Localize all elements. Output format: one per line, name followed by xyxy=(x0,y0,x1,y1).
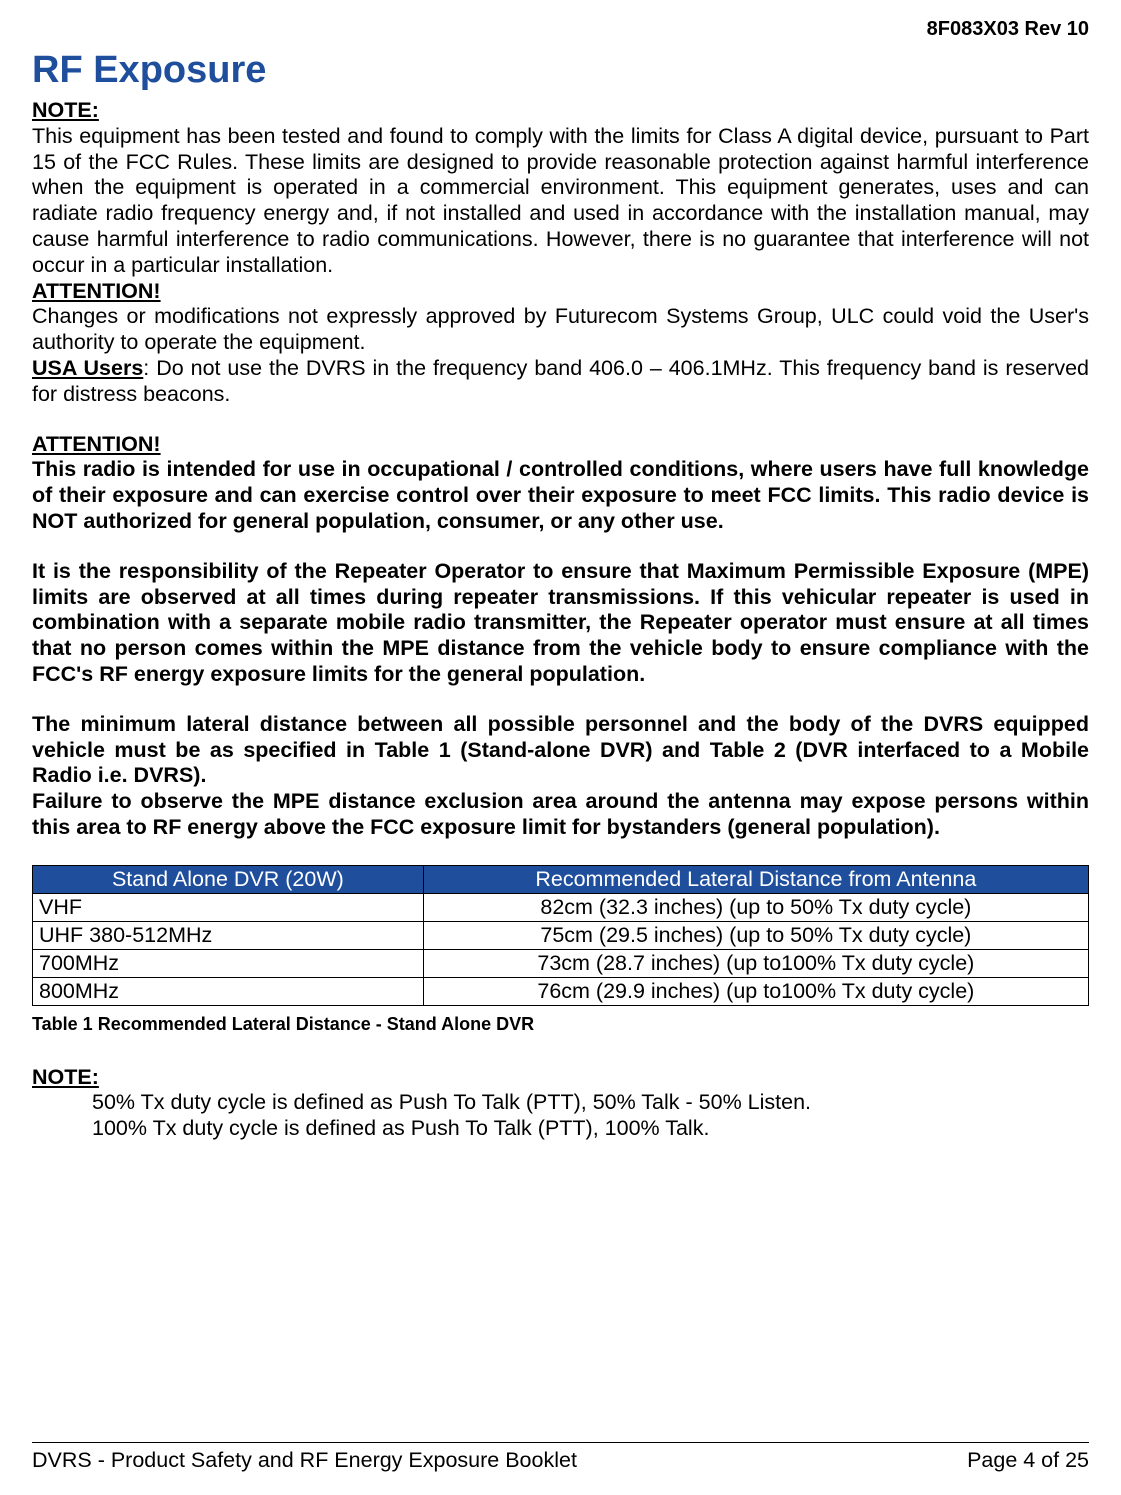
usa-users-text: : Do not use the DVRS in the frequency b… xyxy=(32,356,1089,406)
note-label-2: NOTE: xyxy=(32,1065,1089,1090)
attention-section-2: ATTENTION! This radio is intended for us… xyxy=(32,432,1089,535)
table-cell-distance: 82cm (32.3 inches) (up to 50% Tx duty cy… xyxy=(423,893,1088,921)
table-header-row: Stand Alone DVR (20W) Recommended Latera… xyxy=(33,865,1089,893)
table-cell-distance: 76cm (29.9 inches) (up to100% Tx duty cy… xyxy=(423,977,1088,1005)
attention2-paragraph-2: It is the responsibility of the Repeater… xyxy=(32,559,1089,688)
page-footer: DVRS - Product Safety and RF Energy Expo… xyxy=(32,1448,1089,1473)
footer-divider xyxy=(32,1442,1089,1443)
table-1: Stand Alone DVR (20W) Recommended Latera… xyxy=(32,865,1089,1006)
doc-reference: 8F083X03 Rev 10 xyxy=(32,18,1089,41)
note-section-1: NOTE: This equipment has been tested and… xyxy=(32,98,1089,279)
table-row: 700MHz 73cm (28.7 inches) (up to100% Tx … xyxy=(33,949,1089,977)
attention-label-1: ATTENTION! xyxy=(32,279,161,303)
table-cell-band: 800MHz xyxy=(33,977,424,1005)
attention-section-1: ATTENTION! Changes or modifications not … xyxy=(32,279,1089,356)
table-row: VHF 82cm (32.3 inches) (up to 50% Tx dut… xyxy=(33,893,1089,921)
table-1-caption: Table 1 Recommended Lateral Distance - S… xyxy=(32,1014,1089,1035)
note-label: NOTE: xyxy=(32,98,99,122)
attention2-paragraph-3: The minimum lateral distance between all… xyxy=(32,712,1089,789)
table-header-1: Stand Alone DVR (20W) xyxy=(33,865,424,893)
usa-users-section: USA Users: Do not use the DVRS in the fr… xyxy=(32,356,1089,408)
note-section-2: NOTE: 50% Tx duty cycle is defined as Pu… xyxy=(32,1065,1089,1142)
table-cell-band: 700MHz xyxy=(33,949,424,977)
table-row: UHF 380-512MHz 75cm (29.5 inches) (up to… xyxy=(33,921,1089,949)
attention-label-2: ATTENTION! xyxy=(32,432,161,456)
usa-users-label: USA Users xyxy=(32,356,143,380)
footer-left: DVRS - Product Safety and RF Energy Expo… xyxy=(32,1448,577,1473)
note2-line-2: 100% Tx duty cycle is defined as Push To… xyxy=(32,1116,1089,1142)
attention-paragraph-1: Changes or modifications not expressly a… xyxy=(32,304,1089,354)
table-cell-band: UHF 380-512MHz xyxy=(33,921,424,949)
note2-line-1: 50% Tx duty cycle is defined as Push To … xyxy=(32,1090,1089,1116)
table-row: 800MHz 76cm (29.9 inches) (up to100% Tx … xyxy=(33,977,1089,1005)
table-header-2: Recommended Lateral Distance from Antenn… xyxy=(423,865,1088,893)
footer-right: Page 4 of 25 xyxy=(967,1448,1089,1473)
note-paragraph-1: This equipment has been tested and found… xyxy=(32,124,1089,277)
attention2-paragraph-4: Failure to observe the MPE distance excl… xyxy=(32,789,1089,841)
page-title: RF Exposure xyxy=(32,49,1089,92)
table-cell-distance: 73cm (28.7 inches) (up to100% Tx duty cy… xyxy=(423,949,1088,977)
attention2-paragraph-1: This radio is intended for use in occupa… xyxy=(32,457,1089,533)
table-cell-band: VHF xyxy=(33,893,424,921)
table-cell-distance: 75cm (29.5 inches) (up to 50% Tx duty cy… xyxy=(423,921,1088,949)
